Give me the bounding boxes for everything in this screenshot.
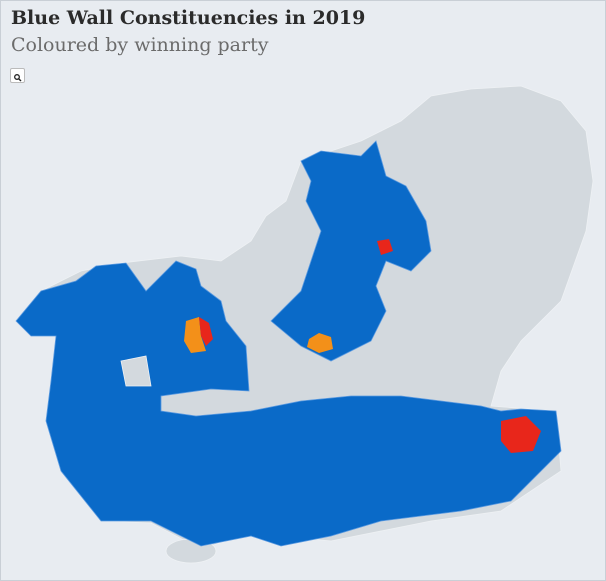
region-blue-south bbox=[15, 260, 562, 547]
zoom-button[interactable] bbox=[10, 68, 25, 83]
region-red bbox=[199, 317, 213, 346]
region-red bbox=[501, 416, 541, 453]
region-orange bbox=[307, 333, 333, 353]
title: Blue Wall Constituencies in 2019 bbox=[11, 7, 366, 29]
region-inner bbox=[120, 355, 152, 387]
subtitle: Coloured by winning party bbox=[11, 34, 269, 56]
region-red bbox=[377, 239, 393, 255]
zoom-icon bbox=[14, 74, 22, 82]
region-blue-north bbox=[270, 140, 432, 362]
region-orange bbox=[184, 317, 206, 353]
